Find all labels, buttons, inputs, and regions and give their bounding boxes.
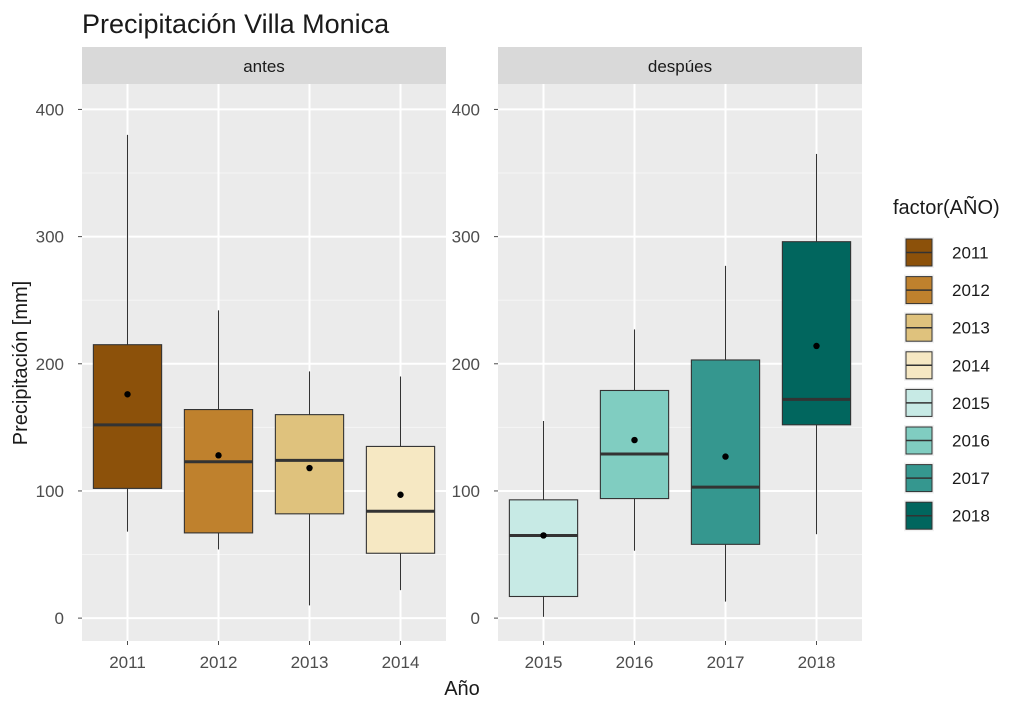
box-2012 xyxy=(183,310,254,550)
y-axis-label: Precipitación [mm] xyxy=(10,281,32,446)
box-iqr xyxy=(690,359,761,545)
legend-item-2011: 2011 xyxy=(904,237,989,268)
box-iqr xyxy=(508,499,579,598)
x-tick-label: 2013 xyxy=(291,653,329,672)
legend-label: 2018 xyxy=(952,507,990,526)
legend-label: 2014 xyxy=(952,356,990,375)
x-tick-label: 2016 xyxy=(616,653,654,672)
panels: antes 0 100 200 300 400 2011 2012 2013 2014 despúe… xyxy=(36,47,862,672)
legend-item-2018: 2018 xyxy=(904,500,990,532)
legend-label: 2011 xyxy=(952,244,989,263)
box-iqr xyxy=(781,241,852,426)
legend: factor(AÑO) 2011 2012 2013 2014 2015 2016 2017… xyxy=(893,195,1000,532)
box-2011 xyxy=(92,134,163,532)
box-iqr xyxy=(92,344,163,489)
box-2015 xyxy=(508,420,579,617)
facet-panel-0: antes 0 100 200 300 400 2011 2012 2013 2014 xyxy=(36,47,446,672)
x-tick-label: 2014 xyxy=(382,653,420,672)
legend-label: 2015 xyxy=(952,394,990,413)
box-2016 xyxy=(599,329,670,551)
x-tick-label: 2012 xyxy=(200,653,238,672)
mean-point xyxy=(722,453,729,460)
mean-point xyxy=(306,464,313,472)
box-iqr xyxy=(365,445,436,554)
y-tick-label: 200 xyxy=(452,355,480,374)
box-2017 xyxy=(690,265,761,602)
mean-point xyxy=(215,452,222,459)
mean-point xyxy=(397,491,404,498)
y-tick-label: 0 xyxy=(55,609,64,628)
legend-item-2017: 2017 xyxy=(904,462,990,494)
legend-label: 2017 xyxy=(952,469,990,488)
legend-label: 2016 xyxy=(952,432,990,451)
facet-strip-label: antes xyxy=(243,57,285,76)
box-2014 xyxy=(365,376,436,591)
mean-point xyxy=(124,391,131,398)
y-tick-label: 300 xyxy=(452,228,480,247)
legend-item-2014: 2014 xyxy=(904,349,990,381)
mean-point xyxy=(813,342,820,350)
x-tick-label: 2015 xyxy=(525,653,563,672)
mean-point xyxy=(631,436,638,444)
x-tick-label: 2017 xyxy=(707,653,745,672)
box-iqr xyxy=(274,414,345,515)
legend-item-2015: 2015 xyxy=(904,387,990,419)
facet-strip xyxy=(498,47,862,84)
x-tick-label: 2018 xyxy=(798,653,836,672)
legend-item-2012: 2012 xyxy=(904,274,990,306)
legend-item-2016: 2016 xyxy=(904,425,990,456)
chart-title: Precipitación Villa Monica xyxy=(82,9,390,39)
y-tick-label: 200 xyxy=(36,355,64,374)
box-2018 xyxy=(781,153,852,535)
y-tick-label: 0 xyxy=(471,609,480,628)
box-iqr xyxy=(599,389,670,500)
y-tick-label: 100 xyxy=(452,482,480,501)
legend-label: 2012 xyxy=(952,281,990,300)
y-tick-label: 400 xyxy=(452,100,480,119)
mean-point xyxy=(540,532,547,539)
box-iqr xyxy=(183,409,254,534)
box-2013 xyxy=(274,371,345,606)
legend-title: factor(AÑO) xyxy=(893,195,1000,219)
legend-label: 2013 xyxy=(952,319,990,338)
x-axis-label: Año xyxy=(444,678,480,700)
facet-panel-1: despúes 0 100 200 300 400 2015 2016 2017 2018 xyxy=(452,47,862,672)
legend-item-2013: 2013 xyxy=(904,312,990,344)
y-tick-label: 100 xyxy=(36,482,64,501)
y-tick-label: 300 xyxy=(36,228,64,247)
x-tick-label: 2011 xyxy=(109,653,146,672)
facet-strip-label: despúes xyxy=(648,57,712,76)
facet-strip xyxy=(82,47,446,84)
y-tick-label: 400 xyxy=(36,100,64,119)
